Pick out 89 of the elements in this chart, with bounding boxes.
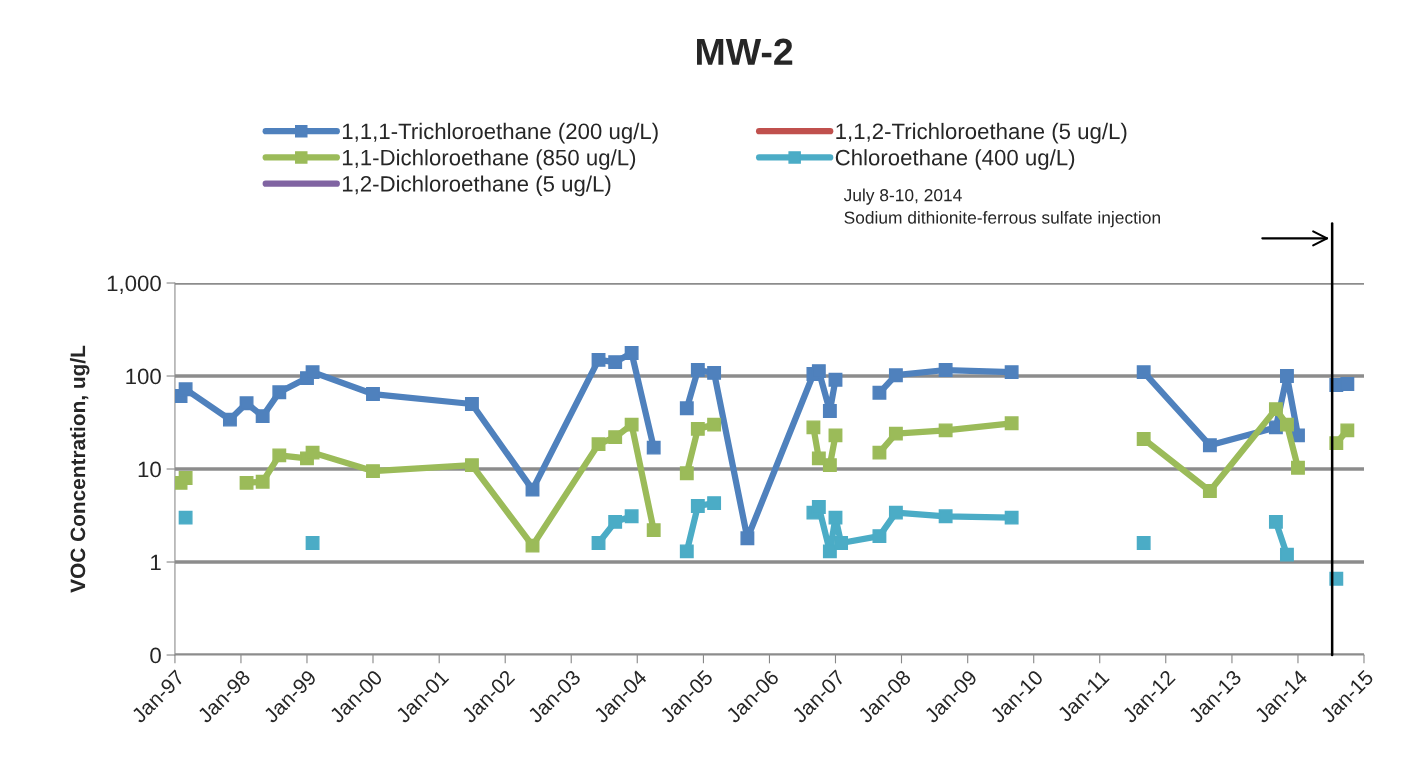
point	[464, 458, 479, 473]
point	[872, 385, 887, 400]
legend-label: 1,1,1-Trichloroethane (200 ug/L)	[342, 122, 658, 144]
y-axis-title: VOC Concentration, ug/L	[69, 345, 90, 593]
point	[679, 544, 694, 559]
point	[1004, 416, 1019, 431]
point	[822, 458, 837, 473]
point	[591, 437, 606, 452]
point	[624, 417, 639, 432]
point	[938, 423, 953, 438]
point	[646, 523, 661, 538]
point	[178, 471, 193, 485]
point	[624, 346, 639, 360]
point	[646, 440, 661, 455]
point	[272, 385, 287, 400]
point	[679, 466, 694, 481]
point	[888, 505, 903, 520]
point	[1136, 536, 1151, 550]
point	[305, 365, 320, 380]
point	[525, 482, 540, 497]
point	[888, 368, 903, 383]
point	[366, 387, 380, 401]
point	[624, 509, 639, 524]
point	[1279, 417, 1294, 432]
point	[1004, 365, 1019, 380]
point	[707, 496, 722, 511]
point	[608, 430, 623, 445]
point	[938, 363, 953, 377]
point	[239, 475, 254, 490]
point	[305, 536, 320, 550]
point	[255, 409, 270, 424]
point	[464, 397, 479, 411]
point	[178, 510, 193, 525]
point	[872, 445, 887, 460]
point	[255, 474, 270, 489]
point	[1004, 510, 1019, 525]
y-tick-label: 1,000	[107, 275, 161, 294]
text: July 8-10, 2014 Sodium dithionite-ferrous sulfate injection	[843, 188, 1160, 228]
point	[525, 538, 540, 553]
point	[1202, 438, 1217, 453]
legend-label: 1,1,2-Trichloroethane (5 ug/L)	[836, 122, 1127, 144]
point	[707, 417, 722, 432]
point	[608, 355, 623, 370]
y-tick-label: 1	[151, 554, 161, 571]
point	[828, 510, 843, 525]
y-tick-label: 100	[126, 368, 161, 385]
point	[690, 421, 705, 436]
point	[591, 352, 606, 367]
point	[1340, 423, 1355, 438]
point	[806, 420, 821, 435]
point	[1202, 484, 1217, 498]
point	[811, 500, 826, 514]
point	[690, 363, 705, 377]
point	[1268, 402, 1283, 417]
point	[305, 445, 320, 460]
point	[591, 536, 606, 550]
point	[178, 382, 193, 397]
point	[888, 426, 903, 441]
point	[1291, 460, 1305, 475]
point	[222, 412, 237, 427]
point	[1279, 547, 1294, 562]
point	[272, 448, 287, 463]
point	[828, 428, 843, 443]
chart-title: MW-2	[697, 38, 793, 65]
y-tick-label: 0	[150, 647, 161, 664]
point	[822, 544, 837, 559]
point	[1268, 514, 1283, 529]
point	[740, 531, 755, 546]
legend-label: 1,1-Dichloroethane (850 ug/L)	[342, 149, 636, 170]
point	[679, 401, 694, 416]
y-tick-label: 10	[138, 461, 161, 478]
point	[822, 404, 837, 418]
point	[834, 536, 849, 550]
point	[1136, 432, 1151, 446]
point	[938, 509, 953, 524]
legend-label: Chloroethane (400 ug/L)	[835, 149, 1075, 170]
point	[1340, 377, 1355, 391]
point	[1279, 369, 1294, 383]
point	[811, 451, 826, 466]
point	[1136, 365, 1151, 380]
point	[239, 396, 254, 411]
point	[366, 464, 380, 479]
point	[690, 499, 705, 513]
point	[608, 514, 623, 529]
legend-label: 1,2-Dichloroethane (5 ug/L)	[342, 175, 611, 197]
point	[707, 365, 722, 380]
point	[828, 372, 843, 387]
point	[872, 529, 887, 544]
point	[811, 364, 826, 379]
